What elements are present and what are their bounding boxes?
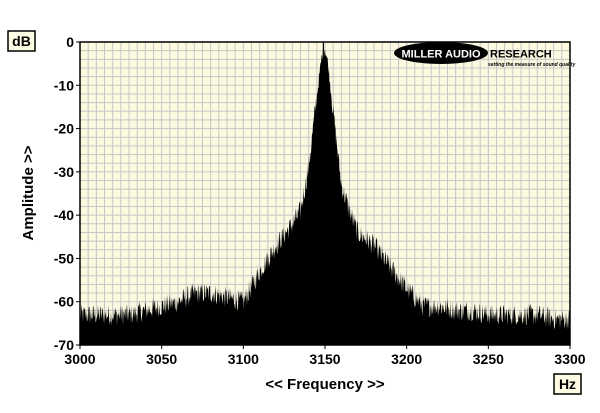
x-tick-label: 3200 (391, 351, 422, 367)
x-tick-label: 3250 (473, 351, 504, 367)
x-unit-box: Hz (553, 373, 582, 395)
logo-tagline: setting the measure of sound quality (488, 62, 575, 68)
logo-brand-left: MILLER AUDIO (401, 49, 480, 61)
y-tick-label: -50 (54, 250, 74, 266)
x-tick-label: 3100 (228, 351, 259, 367)
y-tick-label: -60 (54, 294, 74, 310)
y-tick-label: -40 (54, 207, 74, 223)
y-axis-ticks: 0 -10 -20 -30 -40 -50 -60 -70 (54, 34, 80, 353)
brand-logo: MILLER AUDIO RESEARCH setting the measur… (394, 42, 575, 68)
spectrum-series (80, 42, 570, 345)
x-unit-label: Hz (559, 376, 576, 392)
x-tick-label: 3000 (64, 351, 95, 367)
y-tick-label: 0 (66, 34, 74, 50)
y-unit-label: dB (12, 33, 31, 49)
x-tick-label: 3150 (309, 351, 340, 367)
x-tick-label: 3300 (554, 351, 585, 367)
logo-brand-right: RESEARCH (490, 49, 552, 61)
y-tick-label: -70 (54, 337, 74, 353)
y-tick-label: -20 (54, 121, 74, 137)
x-tick-label: 3050 (146, 351, 177, 367)
y-tick-label: -30 (54, 164, 74, 180)
y-axis-title: Amplitude >> (20, 145, 37, 240)
y-unit-box: dB (7, 30, 36, 52)
x-axis-title: << Frequency >> (265, 376, 384, 393)
y-tick-label: -10 (54, 77, 74, 93)
spectrum-area (80, 47, 570, 345)
x-axis-ticks: 3000 3050 3100 3150 3200 3250 3300 (64, 345, 586, 367)
